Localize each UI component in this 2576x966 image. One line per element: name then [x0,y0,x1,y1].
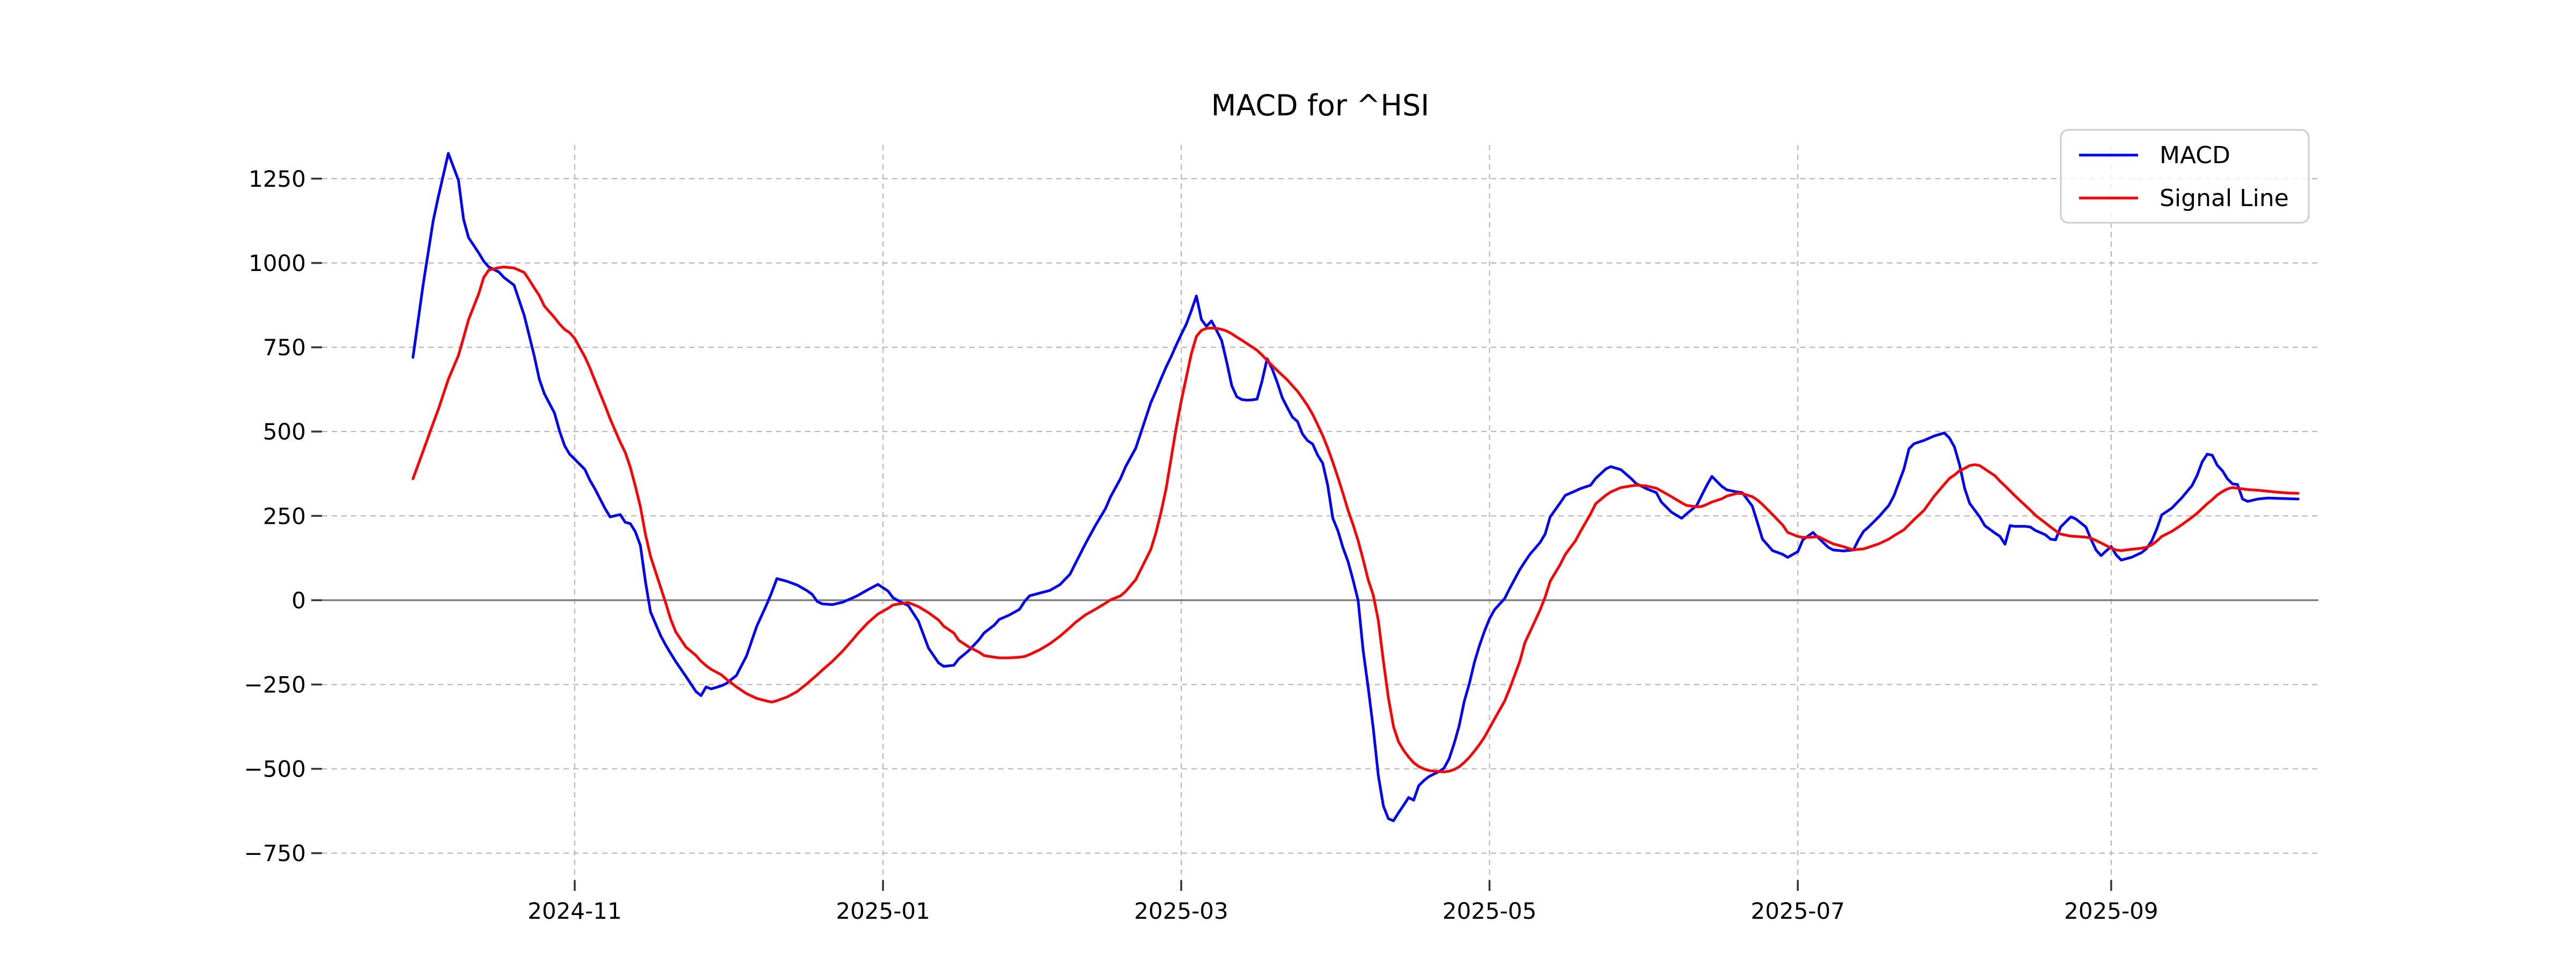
y-tick-label: 500 [263,419,306,445]
legend: MACD Signal Line [2060,129,2310,224]
y-tick-label: −500 [244,756,306,782]
chart-title: MACD for ^HSI [1211,89,1430,122]
y-axis-labels-layer: 1250 1000 750 500 250 0 −250 −500 −750 [244,166,306,867]
legend-signal-label: Signal Line [2160,185,2289,212]
x-tick-label: 2025-09 [2064,898,2158,924]
x-tick-label: 2025-01 [836,898,931,924]
y-tick-label: 0 [291,587,306,613]
x-tick-label: 2025-03 [1134,898,1228,924]
legend-entry-macd: MACD [2079,142,2230,169]
legend-entry-signal: Signal Line [2079,185,2289,212]
x-tick-label: 2025-07 [1751,898,1845,924]
x-tick-label: 2025-05 [1443,898,1537,924]
gridlines-layer [322,145,2318,880]
y-tick-label: 1250 [248,166,306,192]
y-tick-label: 750 [263,334,306,361]
axis-ticks-layer [311,178,2112,891]
series-lines-layer [412,152,2300,822]
y-tick-label: 1000 [248,250,306,276]
y-tick-label: −250 [244,672,306,698]
legend-macd-label: MACD [2160,142,2230,169]
legend-box [2060,129,2310,224]
x-tick-label: 2024-11 [528,898,622,924]
y-tick-label: −750 [244,840,306,867]
y-tick-label: 250 [263,503,306,529]
x-axis-labels-layer: 2024-11 2025-01 2025-03 2025-05 2025-07 2025-… [528,898,2158,924]
signal-line [412,266,2300,773]
